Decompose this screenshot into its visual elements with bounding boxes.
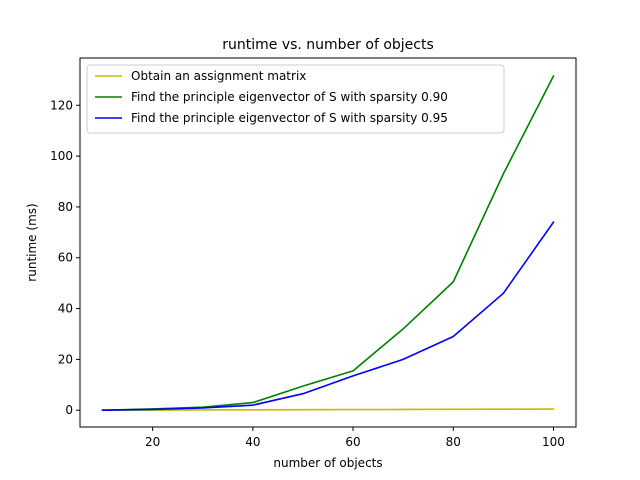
chart-title: runtime vs. number of objects [222,37,434,53]
y-tick-label: 80 [58,200,73,214]
y-tick-label: 100 [50,149,73,163]
y-axis-label: runtime (ms) [25,203,39,281]
plot-area-frame [79,57,577,428]
x-tick-label: 20 [145,435,160,449]
x-tick-label: 60 [345,435,360,449]
legend-label-2: Find the principle eigenvector of S with… [131,90,448,104]
legend-box [86,64,505,134]
y-tick-label: 120 [50,98,73,112]
legend: Obtain an assignment matrix Find the prin… [86,64,505,134]
series-line-1 [101,408,555,412]
series-layer [101,74,555,412]
legend-label-1: Obtain an assignment matrix [131,69,306,83]
y-axis-ticks: 0 20 40 60 80 100 120 [50,98,80,417]
legend-label-3: Find the principle eigenvector of S with… [131,111,448,125]
x-tick-label: 40 [245,435,260,449]
y-tick-label: 60 [58,251,73,265]
x-tick-label: 100 [542,435,565,449]
y-tick-label: 0 [65,403,73,417]
x-axis-label: number of objects [273,456,382,470]
legend-entries: Obtain an assignment matrix Find the prin… [95,69,448,125]
y-tick-label: 20 [58,352,73,366]
x-tick-label: 80 [446,435,461,449]
series-line-3 [101,221,555,412]
y-tick-label: 40 [58,302,73,316]
x-axis-ticks: 20 40 60 80 100 [145,427,565,449]
